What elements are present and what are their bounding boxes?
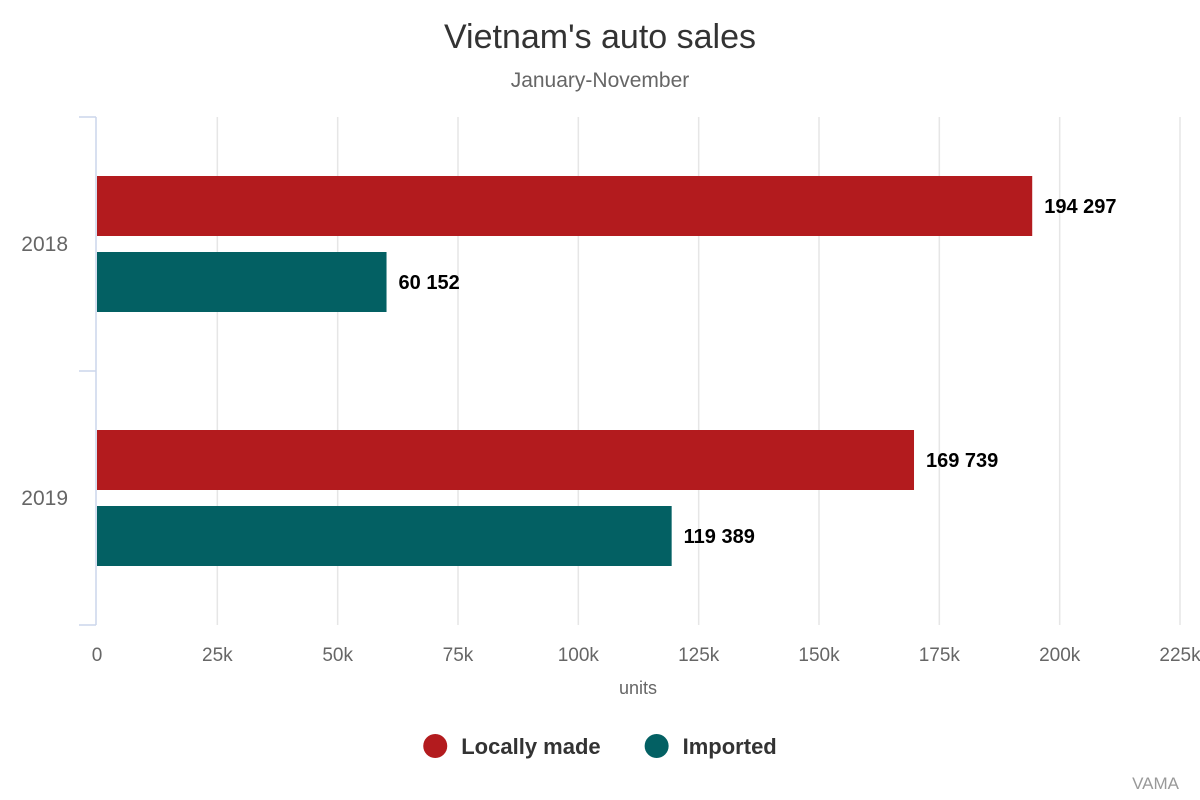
x-tick-label: 0	[92, 645, 103, 666]
legend[interactable]: Locally made Imported	[423, 734, 777, 759]
legend-item-locally-made[interactable]: Locally made	[423, 734, 601, 759]
x-tick-label: 100k	[558, 645, 600, 666]
bar-imported-2019[interactable]	[97, 506, 672, 566]
y-axis	[79, 116, 97, 626]
bar-locally-made-2018[interactable]	[97, 176, 1033, 236]
x-axis-title: units	[619, 678, 657, 698]
x-tick-label: 50k	[322, 645, 353, 666]
x-axis-ticks: 0 25k 50k 75k 100k 125k 150k 175k 200k 225k	[92, 645, 1200, 666]
legend-marker	[644, 734, 669, 758]
category-label: 2018	[21, 233, 68, 256]
data-label: 60 152	[399, 272, 460, 294]
legend-marker	[423, 734, 448, 758]
chart-subtitle: January-November	[511, 69, 690, 92]
category-label: 2019	[21, 487, 68, 510]
data-label: 119 389	[684, 526, 755, 548]
x-tick-label: 25k	[202, 645, 233, 666]
data-label: 169 739	[926, 450, 998, 472]
bar-locally-made-2019[interactable]	[97, 430, 915, 490]
credit-text: VAMA	[1132, 774, 1180, 793]
category-labels: 2018 2019	[21, 233, 68, 510]
x-tick-label: 200k	[1039, 645, 1081, 666]
bars	[97, 176, 1033, 566]
x-tick-label: 175k	[919, 645, 961, 666]
data-label: 194 297	[1044, 196, 1116, 218]
x-tick-label: 75k	[443, 645, 474, 666]
x-tick-label: 150k	[798, 645, 840, 666]
bar-imported-2018[interactable]	[97, 252, 387, 312]
x-tick-label: 125k	[678, 645, 720, 666]
x-tick-label: 225k	[1159, 645, 1200, 666]
legend-label: Imported	[683, 734, 777, 759]
data-labels: 194 297 60 152 169 739 119 389	[399, 196, 1117, 548]
legend-label: Locally made	[461, 734, 600, 759]
legend-item-imported[interactable]: Imported	[644, 734, 777, 759]
chart-title: Vietnam's auto sales	[444, 18, 756, 56]
